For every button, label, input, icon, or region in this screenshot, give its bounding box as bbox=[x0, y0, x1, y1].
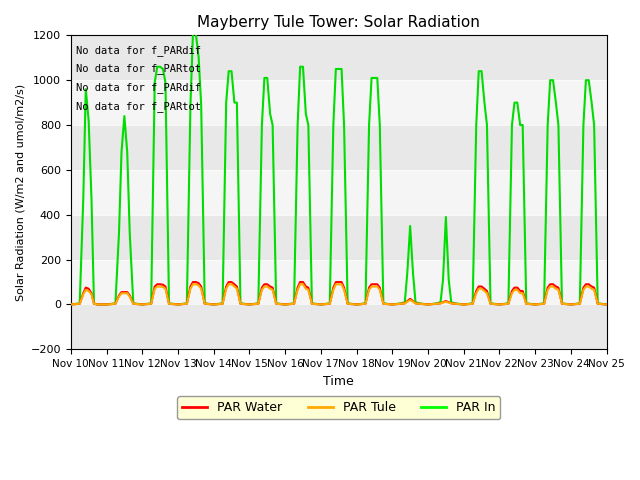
Text: No data for f_PARtot: No data for f_PARtot bbox=[76, 101, 201, 112]
X-axis label: Time: Time bbox=[323, 374, 354, 387]
Bar bbox=[71, 260, 607, 304]
Bar bbox=[71, 170, 607, 215]
Bar bbox=[71, 36, 607, 80]
Text: No data for f_PARtot: No data for f_PARtot bbox=[76, 63, 201, 74]
Text: No data for f_PARdif: No data for f_PARdif bbox=[76, 45, 201, 56]
Bar bbox=[71, 215, 607, 260]
Bar bbox=[71, 304, 607, 349]
Bar bbox=[71, 80, 607, 125]
Text: No data for f_PARdif: No data for f_PARdif bbox=[76, 83, 201, 93]
Y-axis label: Solar Radiation (W/m2 and umol/m2/s): Solar Radiation (W/m2 and umol/m2/s) bbox=[15, 84, 25, 301]
Title: Mayberry Tule Tower: Solar Radiation: Mayberry Tule Tower: Solar Radiation bbox=[197, 15, 480, 30]
Legend: PAR Water, PAR Tule, PAR In: PAR Water, PAR Tule, PAR In bbox=[177, 396, 500, 420]
Bar bbox=[71, 125, 607, 170]
